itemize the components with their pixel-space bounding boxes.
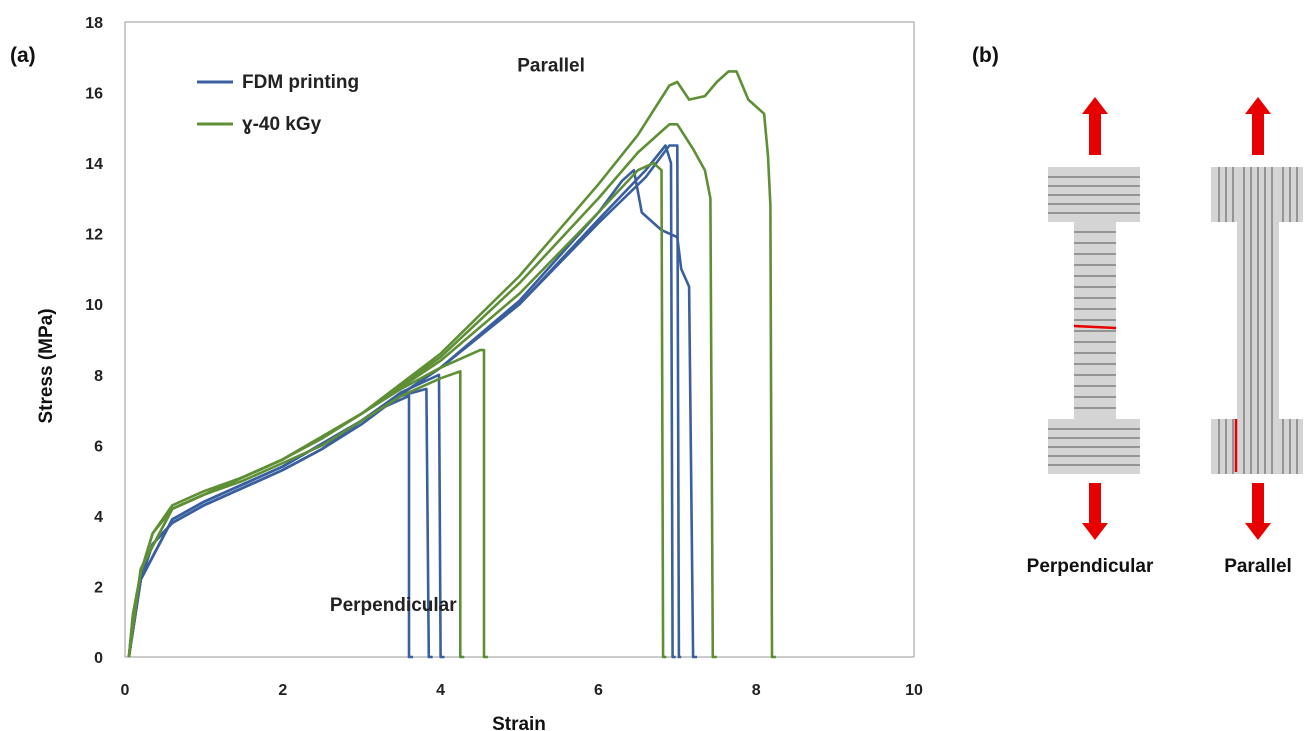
panel-b-label: (b) bbox=[972, 44, 999, 67]
plot-frame bbox=[124, 21, 915, 658]
x-tick-label: 6 bbox=[594, 682, 603, 699]
perpendicular-label: Perpendicular bbox=[1027, 556, 1154, 577]
legend-label: FDM printing bbox=[242, 72, 359, 93]
y-tick-label: 2 bbox=[94, 579, 103, 596]
series-layer bbox=[127, 70, 776, 659]
x-tick-label: 8 bbox=[752, 682, 761, 699]
annotations: Parallel Perpendicular bbox=[330, 55, 585, 616]
x-tick-label: 10 bbox=[905, 682, 923, 699]
y-tick-label: 6 bbox=[94, 438, 103, 455]
y-tick-label: 12 bbox=[85, 227, 103, 244]
legend-label: ɣ-40 kGy bbox=[242, 114, 322, 135]
x-tick-label: 0 bbox=[121, 682, 130, 699]
y-tick-label: 8 bbox=[94, 368, 103, 385]
annotation-parallel: Parallel bbox=[517, 55, 585, 76]
parallel-bottom-grip bbox=[1211, 419, 1303, 474]
parallel-tension-arrow-up bbox=[1245, 97, 1271, 155]
y-tick-label: 16 bbox=[85, 86, 103, 103]
series-line-irradiated-11 bbox=[127, 70, 776, 659]
parallel-tension-arrow-down bbox=[1245, 483, 1271, 540]
y-tick-label: 4 bbox=[94, 509, 103, 526]
x-axis-title: Strain bbox=[492, 714, 546, 731]
y-ticks: 0 2 4 6 8 10 12 14 16 18 bbox=[85, 15, 103, 667]
series-line-fdm-6 bbox=[127, 168, 697, 659]
y-tick-label: 14 bbox=[85, 156, 103, 173]
x-tick-label: 2 bbox=[278, 682, 287, 699]
parallel-label: Parallel bbox=[1224, 556, 1292, 577]
specimen-schematic: Perpendicular Parallel bbox=[1027, 97, 1303, 577]
perpendicular-tension-arrow-up bbox=[1082, 97, 1108, 155]
stress-strain-chart: 0 2 4 6 8 10 12 14 16 18 0 2 4 6 8 10 Stress (MPa) Str… bbox=[36, 15, 923, 731]
perpendicular-tension-arrow-down bbox=[1082, 483, 1108, 540]
series-line-fdm-5 bbox=[127, 144, 676, 659]
x-ticks: 0 2 4 6 8 10 bbox=[121, 682, 923, 699]
panel-a-label: (a) bbox=[10, 44, 36, 67]
annotation-perpendicular: Perpendicular bbox=[330, 595, 457, 616]
series-line-fdm-4 bbox=[127, 144, 682, 659]
y-axis-title: Stress (MPa) bbox=[36, 308, 57, 423]
series-line-fdm-1 bbox=[127, 394, 413, 659]
parallel-top-grip bbox=[1211, 167, 1303, 222]
y-tick-label: 18 bbox=[85, 15, 103, 32]
y-tick-label: 0 bbox=[94, 650, 103, 667]
perpendicular-fracture-line bbox=[1073, 324, 1117, 330]
x-tick-label: 4 bbox=[436, 682, 445, 699]
parallel-specimen: Parallel bbox=[1211, 97, 1303, 577]
legend: FDM printing ɣ-40 kGy bbox=[197, 72, 359, 135]
y-tick-label: 10 bbox=[85, 297, 103, 314]
perpendicular-specimen: Perpendicular bbox=[1027, 97, 1154, 577]
